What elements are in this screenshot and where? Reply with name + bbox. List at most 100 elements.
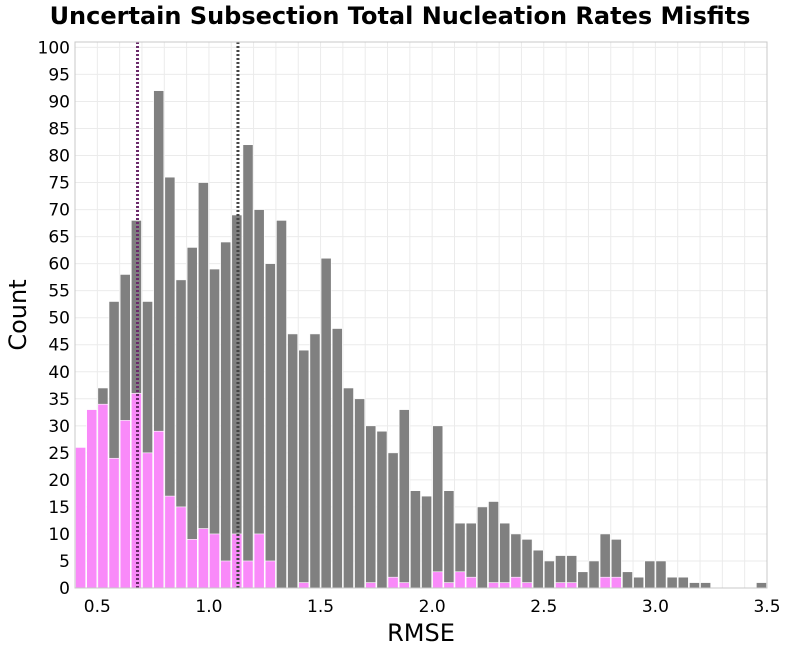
bar-pink — [253, 533, 265, 589]
bar-gray — [320, 257, 332, 589]
y-tick-label: 95 — [48, 65, 70, 85]
bar-pink — [510, 576, 522, 589]
bar-gray — [343, 387, 354, 589]
y-tick-label: 35 — [48, 390, 70, 410]
y-tick-label: 0 — [59, 579, 70, 599]
bar-gray — [220, 241, 232, 589]
bar-gray — [499, 522, 511, 589]
bar-pink — [242, 560, 254, 589]
bar-gray — [398, 409, 410, 589]
y-tick-label: 25 — [48, 444, 70, 464]
y-tick-label: 15 — [48, 498, 70, 518]
bar-pink — [153, 430, 165, 589]
bar-pink — [365, 582, 377, 589]
bar-gray — [588, 560, 600, 589]
bar-pink — [499, 582, 511, 589]
bar-pink — [521, 582, 533, 589]
x-tick-label: 1.0 — [195, 597, 222, 617]
bar-gray — [543, 560, 555, 589]
y-tick-label: 10 — [48, 525, 70, 545]
y-tick-label: 85 — [48, 119, 70, 139]
bar-gray — [666, 576, 678, 589]
y-axis-title: Count — [4, 279, 32, 350]
bar-pink — [108, 457, 120, 589]
bar-gray — [756, 582, 767, 589]
bar-pink — [610, 576, 622, 589]
bar-pink — [298, 582, 310, 589]
bar-pink — [220, 560, 232, 589]
bar-pink — [175, 506, 187, 589]
y-tick-label: 40 — [48, 363, 70, 383]
bar-gray — [276, 220, 287, 589]
bar-pink — [209, 533, 220, 589]
y-tick-label: 90 — [48, 92, 70, 112]
bar-pink — [86, 409, 98, 589]
bar-pink — [432, 571, 444, 589]
x-tick-label: 1.5 — [307, 597, 334, 617]
bar-gray — [477, 506, 488, 589]
bar-pink — [119, 420, 131, 589]
x-tick-label: 0.5 — [84, 597, 111, 617]
bar-pink — [454, 571, 466, 589]
y-tick-label: 5 — [59, 552, 70, 572]
y-tick-label: 75 — [48, 174, 70, 194]
bar-gray — [488, 501, 499, 589]
bar-pink — [264, 560, 276, 589]
bar-gray — [298, 349, 310, 589]
bar-gray — [622, 571, 633, 589]
bar-gray — [376, 430, 388, 589]
bar-pink — [443, 582, 455, 589]
bar-gray — [421, 495, 432, 589]
bar-pink — [566, 582, 578, 589]
bar-pink — [387, 576, 399, 589]
bar-pink — [555, 582, 566, 589]
y-tick-label: 50 — [48, 309, 70, 329]
x-tick-label: 2.0 — [419, 597, 446, 617]
bar-gray — [331, 328, 343, 589]
bar-gray — [410, 490, 421, 589]
bar-pink — [97, 403, 109, 589]
bar-gray — [577, 571, 589, 589]
x-axis-title: RMSE — [387, 619, 455, 647]
plot-frame — [74, 41, 768, 589]
bar-gray — [644, 560, 656, 589]
bar-gray — [309, 333, 321, 589]
y-tick-label: 80 — [48, 147, 70, 167]
bar-gray — [197, 182, 209, 589]
bar-pink — [186, 539, 198, 589]
bar-gray — [365, 425, 377, 589]
y-tick-label: 70 — [48, 201, 70, 221]
x-tick-label: 3.5 — [753, 597, 780, 617]
bar-gray — [287, 333, 299, 589]
bar-gray — [677, 576, 689, 589]
x-tick-label: 3.0 — [642, 597, 669, 617]
bar-gray — [186, 247, 198, 589]
bar-pink — [488, 582, 499, 589]
bar-gray — [253, 209, 265, 589]
bar-pink — [164, 495, 176, 589]
y-tick-label: 60 — [48, 255, 70, 275]
y-tick-label: 30 — [48, 417, 70, 437]
bar-gray — [689, 582, 700, 589]
bar-gray — [242, 144, 254, 589]
bar-gray — [655, 560, 667, 589]
chart-title: Uncertain Subsection Total Nucleation Ra… — [49, 2, 751, 30]
bar-gray — [264, 263, 276, 589]
bar-gray — [700, 582, 711, 589]
reference-lines — [136, 42, 240, 588]
bar-pink — [75, 447, 86, 589]
x-tick-labels: 0.5 1.0 1.5 2.0 2.5 3.0 3.5 — [84, 597, 781, 617]
bar-gray — [354, 398, 365, 589]
y-tick-label: 55 — [48, 282, 70, 302]
bar-pink — [398, 582, 410, 589]
bar-pink — [465, 576, 477, 589]
bar-pink — [197, 528, 209, 589]
bar-pink — [599, 576, 611, 589]
x-tick-label: 2.5 — [530, 597, 557, 617]
bar-gray — [443, 490, 455, 589]
y-tick-label: 20 — [48, 471, 70, 491]
y-tick-label: 100 — [38, 38, 70, 58]
bar-pink — [142, 452, 153, 589]
bar-gray — [532, 549, 544, 589]
